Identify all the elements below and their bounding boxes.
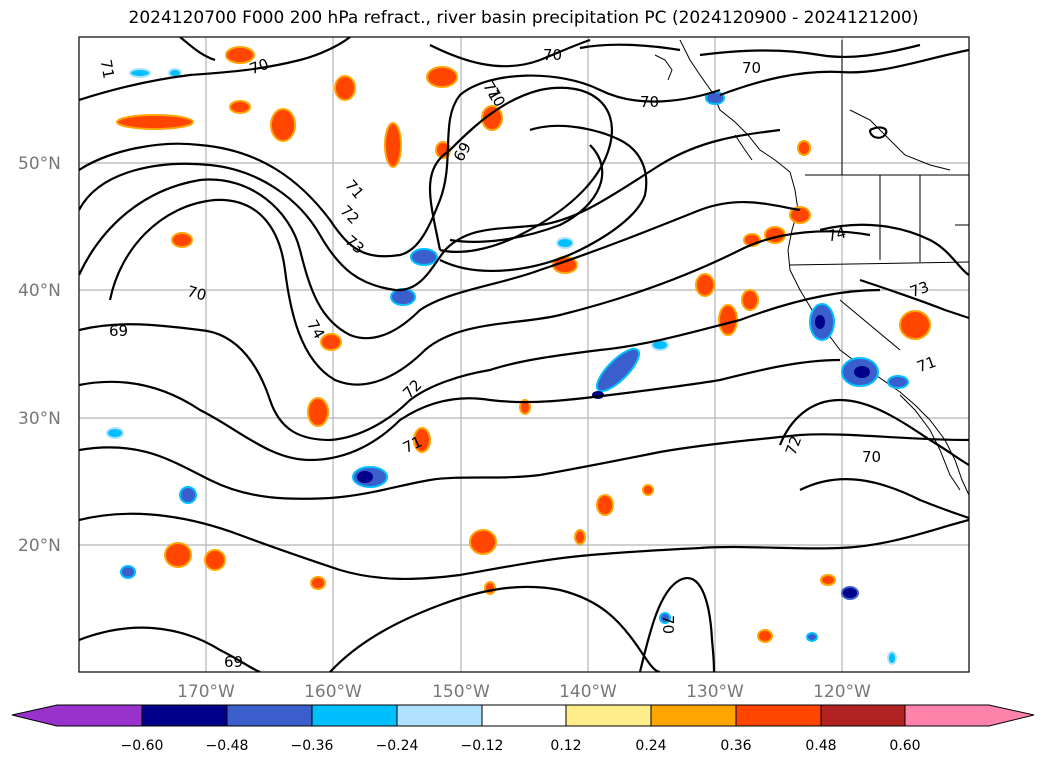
contour-label: 69 (224, 653, 243, 671)
colorbar-bin (57, 705, 142, 726)
colorbar-tick-label: 0.12 (550, 738, 581, 754)
colorbar-extend-max (989, 705, 1034, 726)
lon-label: 140°W (559, 682, 617, 702)
colorbar-bin (821, 705, 905, 726)
contour-label: 70 (742, 59, 761, 77)
contour-label: 70 (543, 46, 562, 64)
colorbar-tick-label: −0.60 (121, 738, 164, 754)
contour-label: 71 (914, 353, 938, 376)
graticule (79, 37, 969, 672)
contour-label: 74 (825, 223, 848, 245)
colorbar-bin (736, 705, 821, 726)
contour-label: 73 (907, 278, 931, 301)
colorbar-bin (312, 705, 397, 726)
colorbar-bin (566, 705, 651, 726)
contour-label: 70 (659, 615, 677, 634)
lat-label: 40°N (18, 281, 61, 301)
colorbar-tick-label: 0.24 (635, 738, 666, 754)
contour-label: 70 (247, 55, 271, 78)
lat-label: 20°N (18, 536, 61, 556)
colorbar: −0.60 −0.48 −0.36 −0.24 −0.12 0.12 0.24 … (11, 704, 1035, 754)
lat-label: 50°N (18, 154, 61, 174)
longitude-labels: 170°W 160°W 150°W 140°W 130°W 120°W (177, 682, 871, 702)
precip-shading (106, 46, 931, 665)
latitude-labels: 50°N 40°N 30°N 20°N (18, 154, 61, 556)
contour-label: 71 (97, 58, 118, 80)
lon-label: 130°W (686, 682, 744, 702)
colorbar-extend-min (12, 705, 57, 726)
colorbar-bin (905, 705, 989, 726)
colorbar-tick-label: 0.48 (805, 738, 836, 754)
lon-label: 120°W (813, 682, 871, 702)
colorbar-tick-label: 0.60 (889, 738, 920, 754)
colorbar-bin (482, 705, 566, 726)
refractivity-contours (79, 37, 969, 672)
colorbar-bin (227, 705, 312, 726)
colorbar-tick-label: −0.36 (291, 738, 334, 754)
colorbar-tick-label: −0.24 (376, 738, 419, 754)
contour-label: 69 (109, 322, 128, 340)
map-frame (78, 36, 970, 673)
colorbar-bin (397, 705, 482, 726)
lon-label: 160°W (304, 682, 362, 702)
colorbar-tick-label: −0.12 (461, 738, 504, 754)
lon-label: 170°W (177, 682, 235, 702)
contour-label: 72 (782, 433, 805, 457)
contour-label: 70 (185, 282, 208, 304)
coastline (654, 39, 969, 496)
contour-label: 70 (862, 448, 881, 466)
colorbar-bin (651, 705, 736, 726)
map-panel (79, 37, 969, 672)
colorbar-tick-label: −0.48 (206, 738, 249, 754)
map-title: 2024120700 F000 200 hPa refract., river … (128, 8, 919, 28)
contour-label: 70 (640, 93, 659, 111)
lon-label: 150°W (432, 682, 490, 702)
lat-label: 30°N (18, 409, 61, 429)
colorbar-tick-label: 0.36 (720, 738, 751, 754)
colorbar-bin (142, 705, 227, 726)
